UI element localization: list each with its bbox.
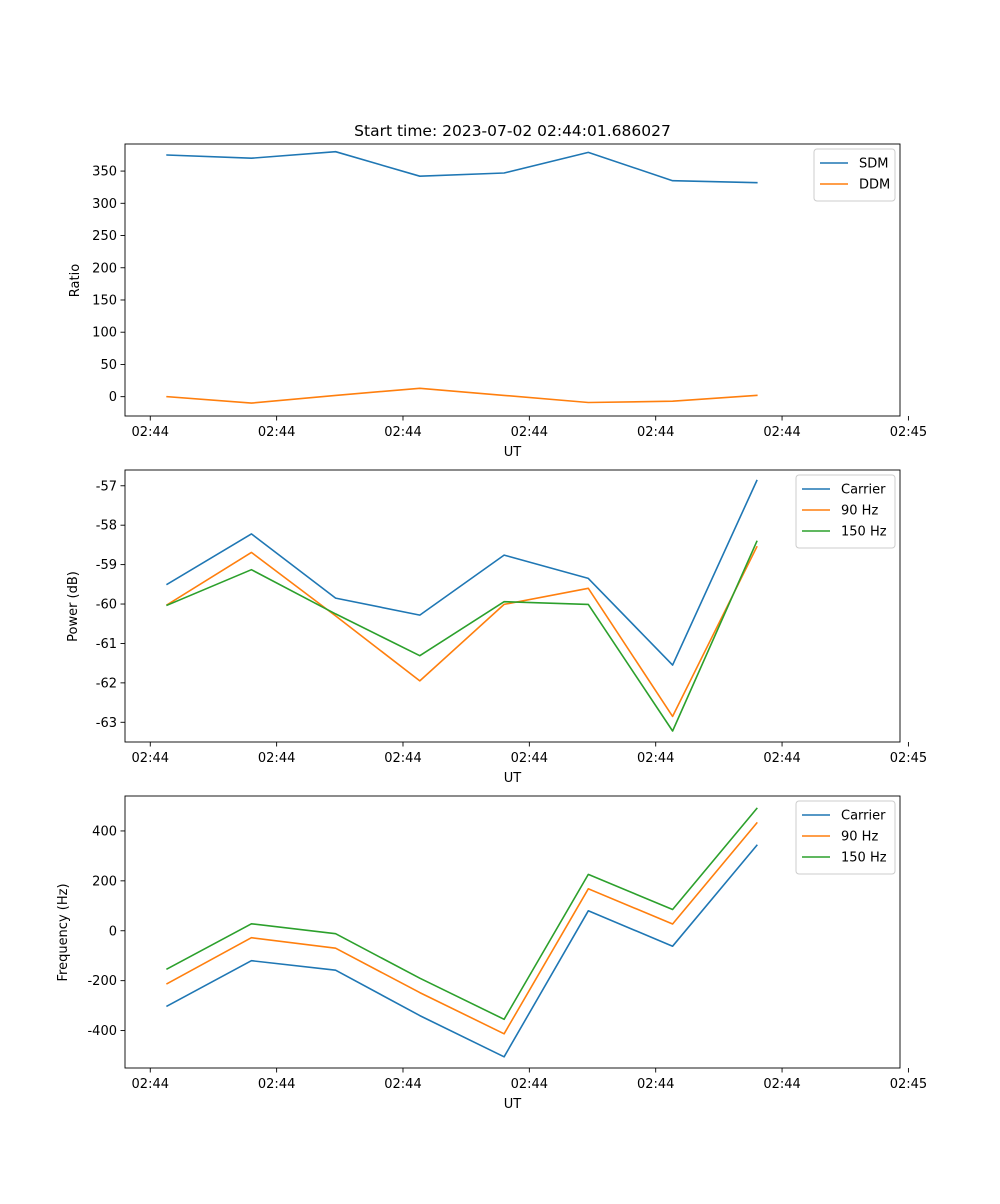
x-axis-label: UT [504, 1097, 522, 1112]
x-tick-label: 02:44 [384, 1077, 421, 1092]
y-tick-label: 150 [92, 293, 117, 308]
series-line-150-hz [166, 807, 758, 1021]
y-tick-label: 300 [92, 197, 117, 212]
legend-box [813, 148, 896, 202]
y-tick-label: -62 [96, 676, 117, 691]
x-tick-label: 02:44 [132, 425, 169, 440]
x-tick-label: 02:44 [384, 425, 421, 440]
x-tick-label: 02:44 [637, 1077, 674, 1092]
y-tick-label: 350 [92, 165, 117, 180]
series-line-90-hz [165, 545, 758, 718]
y-tick-label: 0 [109, 390, 117, 405]
axes-frame [124, 469, 901, 743]
legend: Carrier 90 Hz 150 Hz [795, 800, 896, 875]
x-tick-label: 02:44 [763, 425, 800, 440]
x-axis-label: UT [504, 771, 522, 786]
y-tick-label: 50 [100, 358, 117, 373]
series-line-ddm [166, 387, 758, 404]
x-tick-label: 02:44 [511, 751, 548, 766]
x-tick-label: 02:45 [890, 751, 927, 766]
x-tick-label: 02:44 [637, 425, 674, 440]
y-tick-label: -200 [87, 974, 117, 989]
y-axis-label: Power (dB) [66, 571, 81, 642]
power-panel: UT Power (dB) 02:44 02:44 02:44 02:44 02:44 0… [66, 469, 927, 786]
x-tick-label: 02:44 [258, 751, 295, 766]
series-line-90-hz [166, 821, 758, 1035]
y-tick-label: 400 [92, 824, 117, 839]
legend: SDM DDM [813, 148, 896, 202]
x-tick-label: 02:44 [637, 751, 674, 766]
y-tick-label: 200 [92, 874, 117, 889]
x-tick-label: 02:44 [511, 425, 548, 440]
legend-entry: 150 Hz [841, 525, 887, 540]
y-tick-label: 0 [109, 924, 117, 939]
series-line-150-hz [166, 540, 758, 732]
legend-entry: Carrier [841, 483, 886, 498]
legend-box [795, 474, 896, 549]
legend-box [795, 800, 896, 875]
y-axis-label: Frequency (Hz) [56, 883, 71, 981]
y-tick-label: -400 [87, 1024, 117, 1039]
x-tick-label: 02:44 [258, 1077, 295, 1092]
y-tick-label: -63 [96, 716, 117, 731]
legend-entry: 90 Hz [841, 830, 878, 845]
x-axis-label: UT [504, 445, 522, 460]
y-tick-label: -59 [96, 558, 117, 573]
x-tick-label: 02:44 [763, 751, 800, 766]
y-tick-label: -57 [96, 479, 117, 494]
x-tick-label: 02:44 [763, 1077, 800, 1092]
frequency-panel: UT Frequency (Hz) 02:44 02:44 02:44 02:44 02… [56, 795, 927, 1112]
x-tick-label: 02:44 [132, 751, 169, 766]
y-tick-label: 200 [92, 261, 117, 276]
y-tick-label: -60 [96, 598, 117, 613]
ratio-panel: Start time: 2023-07-02 02:44:01.686027 U… [68, 122, 927, 460]
x-tick-label: 02:45 [890, 425, 927, 440]
axes-frame [124, 143, 901, 417]
legend: Carrier 90 Hz 150 Hz [795, 474, 896, 549]
x-tick-label: 02:44 [132, 1077, 169, 1092]
series-line-sdm [166, 150, 758, 184]
y-tick-label: 250 [92, 229, 117, 244]
legend-entry: 90 Hz [841, 504, 878, 519]
x-tick-label: 02:44 [384, 751, 421, 766]
legend-entry: Carrier [841, 809, 886, 824]
axes-frame [124, 795, 901, 1069]
y-axis-label: Ratio [68, 264, 83, 297]
legend-entry: 150 Hz [841, 851, 887, 866]
y-tick-label: 100 [92, 326, 117, 341]
x-tick-label: 02:44 [258, 425, 295, 440]
legend-entry: SDM [859, 157, 888, 172]
series-line-carrier [166, 844, 758, 1058]
y-tick-label: -58 [96, 519, 117, 534]
x-tick-label: 02:45 [890, 1077, 927, 1092]
legend-entry: DDM [859, 178, 890, 193]
x-tick-label: 02:44 [511, 1077, 548, 1092]
y-tick-label: -61 [96, 637, 117, 652]
series-line-carrier [166, 479, 758, 666]
chart-title: Start time: 2023-07-02 02:44:01.686027 [354, 122, 671, 140]
